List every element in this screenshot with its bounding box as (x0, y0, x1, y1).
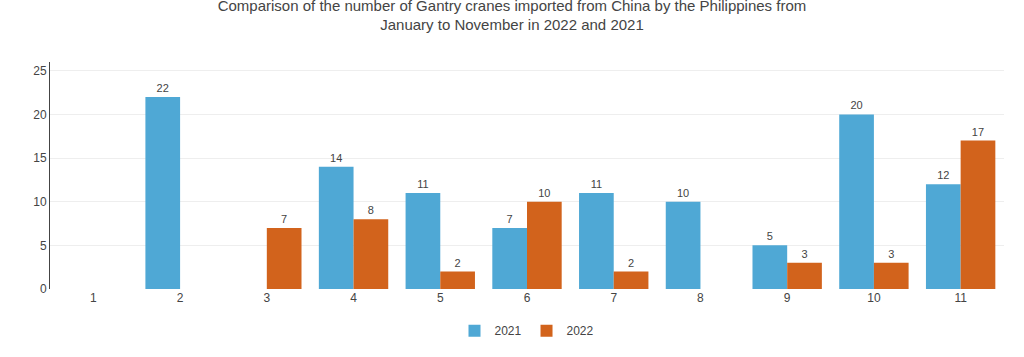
svg-text:12: 12 (937, 169, 949, 181)
svg-text:22: 22 (157, 82, 169, 94)
svg-text:8: 8 (697, 291, 704, 305)
svg-text:3: 3 (888, 248, 894, 260)
svg-text:20: 20 (33, 108, 47, 122)
svg-text:9: 9 (784, 291, 791, 305)
svg-text:4: 4 (350, 291, 357, 305)
svg-text:7: 7 (507, 213, 513, 225)
svg-text:2021: 2021 (495, 324, 522, 338)
svg-text:Comparison of the number of Ga: Comparison of the number of Gantry crane… (218, 0, 807, 33)
svg-text:11: 11 (954, 291, 967, 305)
svg-text:10: 10 (33, 195, 47, 209)
svg-text:3: 3 (801, 248, 807, 260)
svg-text:5: 5 (437, 291, 444, 305)
svg-text:17: 17 (972, 126, 984, 138)
svg-text:0: 0 (40, 282, 47, 296)
svg-text:8: 8 (368, 204, 374, 216)
svg-text:11: 11 (591, 178, 602, 190)
svg-text:3: 3 (263, 291, 270, 305)
svg-text:7: 7 (281, 213, 287, 225)
svg-text:20: 20 (850, 99, 862, 111)
svg-text:11: 11 (417, 178, 428, 190)
svg-text:14: 14 (330, 152, 342, 164)
svg-text:10: 10 (538, 187, 550, 199)
svg-text:2: 2 (455, 257, 461, 269)
svg-text:2: 2 (628, 257, 634, 269)
svg-text:10: 10 (677, 187, 689, 199)
svg-text:5: 5 (40, 239, 47, 253)
svg-text:7: 7 (610, 291, 617, 305)
svg-text:1: 1 (90, 291, 97, 305)
svg-text:2: 2 (177, 291, 184, 305)
svg-text:6: 6 (524, 291, 531, 305)
svg-text:2022: 2022 (567, 324, 594, 338)
svg-text:15: 15 (33, 151, 47, 165)
svg-text:10: 10 (867, 291, 881, 305)
svg-text:5: 5 (767, 230, 773, 242)
svg-text:25: 25 (33, 64, 47, 78)
